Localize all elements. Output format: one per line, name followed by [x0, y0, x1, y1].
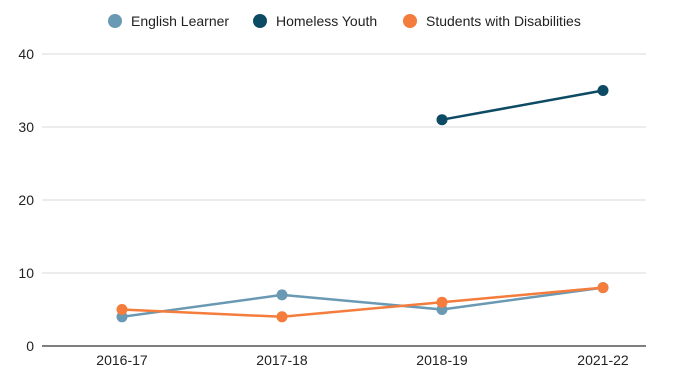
data-point: [276, 311, 288, 323]
series-1: [436, 85, 609, 126]
legend-item: Homeless Youth: [253, 13, 377, 29]
data-point: [116, 304, 128, 315]
y-tick-label: 0: [26, 338, 34, 354]
y-tick-label: 30: [18, 119, 34, 135]
legend-marker: [253, 14, 267, 28]
legend-item: English Learner: [108, 13, 229, 29]
x-tick-label: 2021-22: [577, 352, 629, 368]
y-tick-label: 10: [18, 265, 34, 281]
y-axis-ticks: 0 10 20 30 40: [18, 46, 34, 354]
series-0: [116, 282, 609, 323]
legend: English Learner Homeless Youth Students wi…: [108, 13, 581, 29]
series-2: [116, 282, 609, 323]
data-point: [436, 296, 448, 308]
x-tick-label: 2016-17: [96, 352, 148, 368]
legend-marker: [108, 14, 122, 28]
series-line: [120, 286, 605, 319]
gridlines: [42, 53, 646, 347]
data-point: [276, 289, 288, 301]
legend-item: Students with Disabilities: [403, 13, 581, 29]
data-point: [597, 85, 609, 96]
legend-marker: [403, 14, 417, 28]
series-line: [120, 286, 605, 319]
x-tick-label: 2018-19: [416, 352, 468, 368]
legend-label: English Learner: [131, 13, 229, 29]
x-tick-label: 2017-18: [256, 352, 308, 368]
legend-label: Homeless Youth: [276, 13, 377, 29]
data-point: [597, 282, 609, 294]
series-lines: [116, 85, 609, 323]
series-line: [440, 89, 605, 121]
data-point: [436, 114, 448, 126]
y-tick-label: 20: [18, 192, 34, 208]
y-tick-label: 40: [18, 46, 34, 62]
legend-label: Students with Disabilities: [426, 13, 581, 29]
x-axis-ticks: 2016-17 2017-18 2018-19 2021-22: [96, 352, 629, 368]
